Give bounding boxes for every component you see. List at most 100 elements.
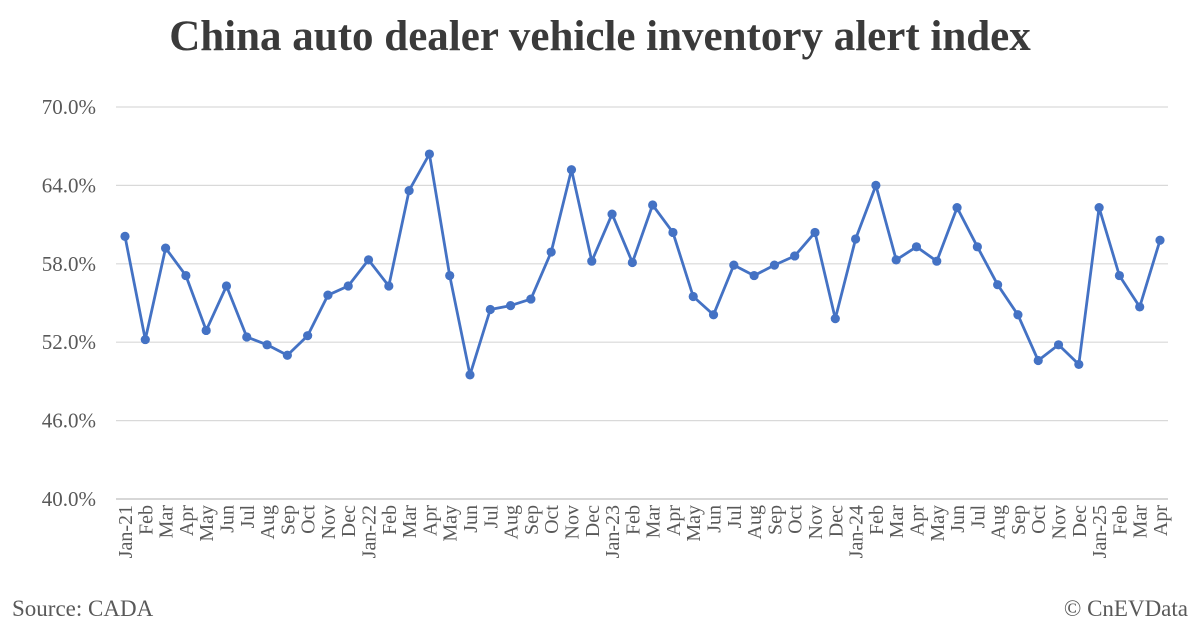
data-point	[505, 301, 516, 311]
data-point	[1094, 203, 1104, 213]
data-point	[972, 242, 982, 252]
y-tick-label: 58.0%	[42, 252, 96, 276]
data-point	[810, 227, 820, 238]
x-tick-label: Feb	[379, 505, 401, 535]
x-tick-label: Apr	[176, 505, 198, 536]
x-tick-label: May	[683, 505, 705, 542]
x-tick-label: Apr	[419, 505, 441, 536]
x-tick-label: Nov	[1049, 505, 1071, 539]
data-point	[668, 227, 678, 238]
data-point	[1114, 270, 1125, 281]
data-point	[404, 186, 414, 196]
x-tick-label: Apr	[663, 505, 685, 536]
data-point	[303, 331, 313, 341]
data-point	[850, 234, 861, 244]
y-axis-tick-labels: 40.0% 46.0% 52.0% 58.0% 64.0% 70.0%	[42, 95, 96, 511]
x-tick-label: Jun	[947, 505, 969, 533]
data-point	[282, 350, 292, 360]
x-tick-label: Jun	[704, 505, 726, 533]
x-tick-label: May	[196, 505, 218, 542]
data-point	[1013, 310, 1023, 320]
data-point	[201, 325, 211, 336]
data-point	[424, 149, 435, 159]
data-point	[749, 270, 759, 281]
data-point	[769, 260, 780, 270]
data-point	[871, 180, 881, 190]
data-point	[262, 340, 272, 350]
x-tick-label: Jul	[724, 505, 746, 529]
data-point	[140, 334, 150, 345]
data-point	[993, 280, 1003, 290]
x-tick-label: Jun	[460, 505, 482, 533]
x-tick-label: Jul	[967, 505, 989, 529]
x-tick-label: Mar	[1130, 505, 1152, 539]
data-point	[952, 203, 962, 213]
data-point	[526, 294, 536, 304]
x-tick-label: Dec	[338, 505, 360, 537]
x-tick-label: Jul	[480, 505, 502, 529]
data-point	[242, 332, 252, 342]
data-point	[485, 304, 495, 315]
y-tick-label: 52.0%	[42, 330, 96, 354]
data-point	[343, 281, 353, 291]
gridlines	[116, 106, 1168, 500]
x-tick-label: Jan-21	[115, 505, 137, 558]
x-tick-label: Feb	[866, 505, 888, 535]
x-tick-label: Sep	[1008, 505, 1030, 535]
x-tick-label: Aug	[744, 505, 766, 539]
data-point	[1074, 359, 1084, 370]
data-point	[160, 243, 171, 253]
data-point	[363, 255, 374, 265]
x-tick-label: Jul	[237, 505, 259, 529]
data-point	[648, 200, 658, 210]
data-point	[688, 291, 698, 302]
x-tick-label: Dec	[1069, 505, 1091, 537]
x-tick-label: Dec	[825, 505, 847, 537]
data-point	[120, 231, 130, 241]
data-point	[1135, 302, 1145, 312]
x-tick-label: Oct	[1028, 505, 1050, 534]
x-tick-label: Mar	[886, 505, 908, 539]
data-point	[323, 290, 333, 300]
x-tick-label: Mar	[156, 505, 178, 539]
y-tick-label: 46.0%	[42, 409, 96, 433]
data-points	[120, 149, 1165, 380]
x-tick-label: Apr	[906, 505, 928, 536]
data-point	[1033, 355, 1043, 366]
data-point	[1053, 340, 1064, 350]
data-point	[708, 310, 719, 320]
data-point	[729, 260, 739, 270]
x-tick-label: Feb	[1109, 505, 1131, 535]
credit-note: © CnEVData	[1063, 596, 1188, 621]
x-tick-label: Nov	[805, 505, 827, 539]
x-tick-label: Jan-22	[359, 505, 381, 558]
x-tick-label: Aug	[501, 505, 523, 539]
x-tick-label: Feb	[622, 505, 644, 535]
x-tick-label: Aug	[257, 505, 279, 539]
data-point	[932, 256, 942, 266]
x-tick-label: May	[440, 505, 462, 542]
x-tick-label: Nov	[318, 505, 340, 539]
x-tick-label: Dec	[582, 505, 604, 537]
data-point	[830, 314, 840, 324]
data-point	[445, 270, 455, 281]
x-tick-label: Apr	[1150, 505, 1172, 536]
data-point	[607, 209, 617, 219]
data-point	[384, 281, 394, 291]
data-point	[1155, 235, 1165, 245]
data-point	[790, 251, 800, 261]
x-tick-label: Jan-23	[602, 505, 624, 558]
data-point	[546, 247, 556, 257]
x-tick-label: Mar	[643, 505, 665, 539]
data-point	[465, 370, 475, 380]
source-note: Source: CADA	[12, 596, 154, 621]
x-tick-label: Oct	[785, 505, 807, 534]
x-tick-label: Mar	[399, 505, 421, 539]
x-tick-label: Oct	[298, 505, 320, 534]
data-point	[911, 242, 922, 252]
x-tick-label: Jun	[216, 505, 238, 533]
x-tick-label: Oct	[541, 505, 563, 534]
x-tick-label: Jan-24	[846, 505, 868, 558]
x-axis-tick-labels: Jan-21FebMarAprMayJunJulAugSepOctNovDecJ…	[115, 505, 1172, 559]
